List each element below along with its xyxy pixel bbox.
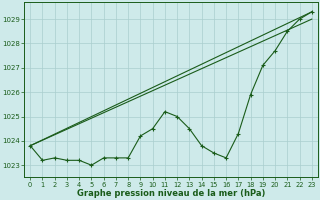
X-axis label: Graphe pression niveau de la mer (hPa): Graphe pression niveau de la mer (hPa) (77, 189, 265, 198)
